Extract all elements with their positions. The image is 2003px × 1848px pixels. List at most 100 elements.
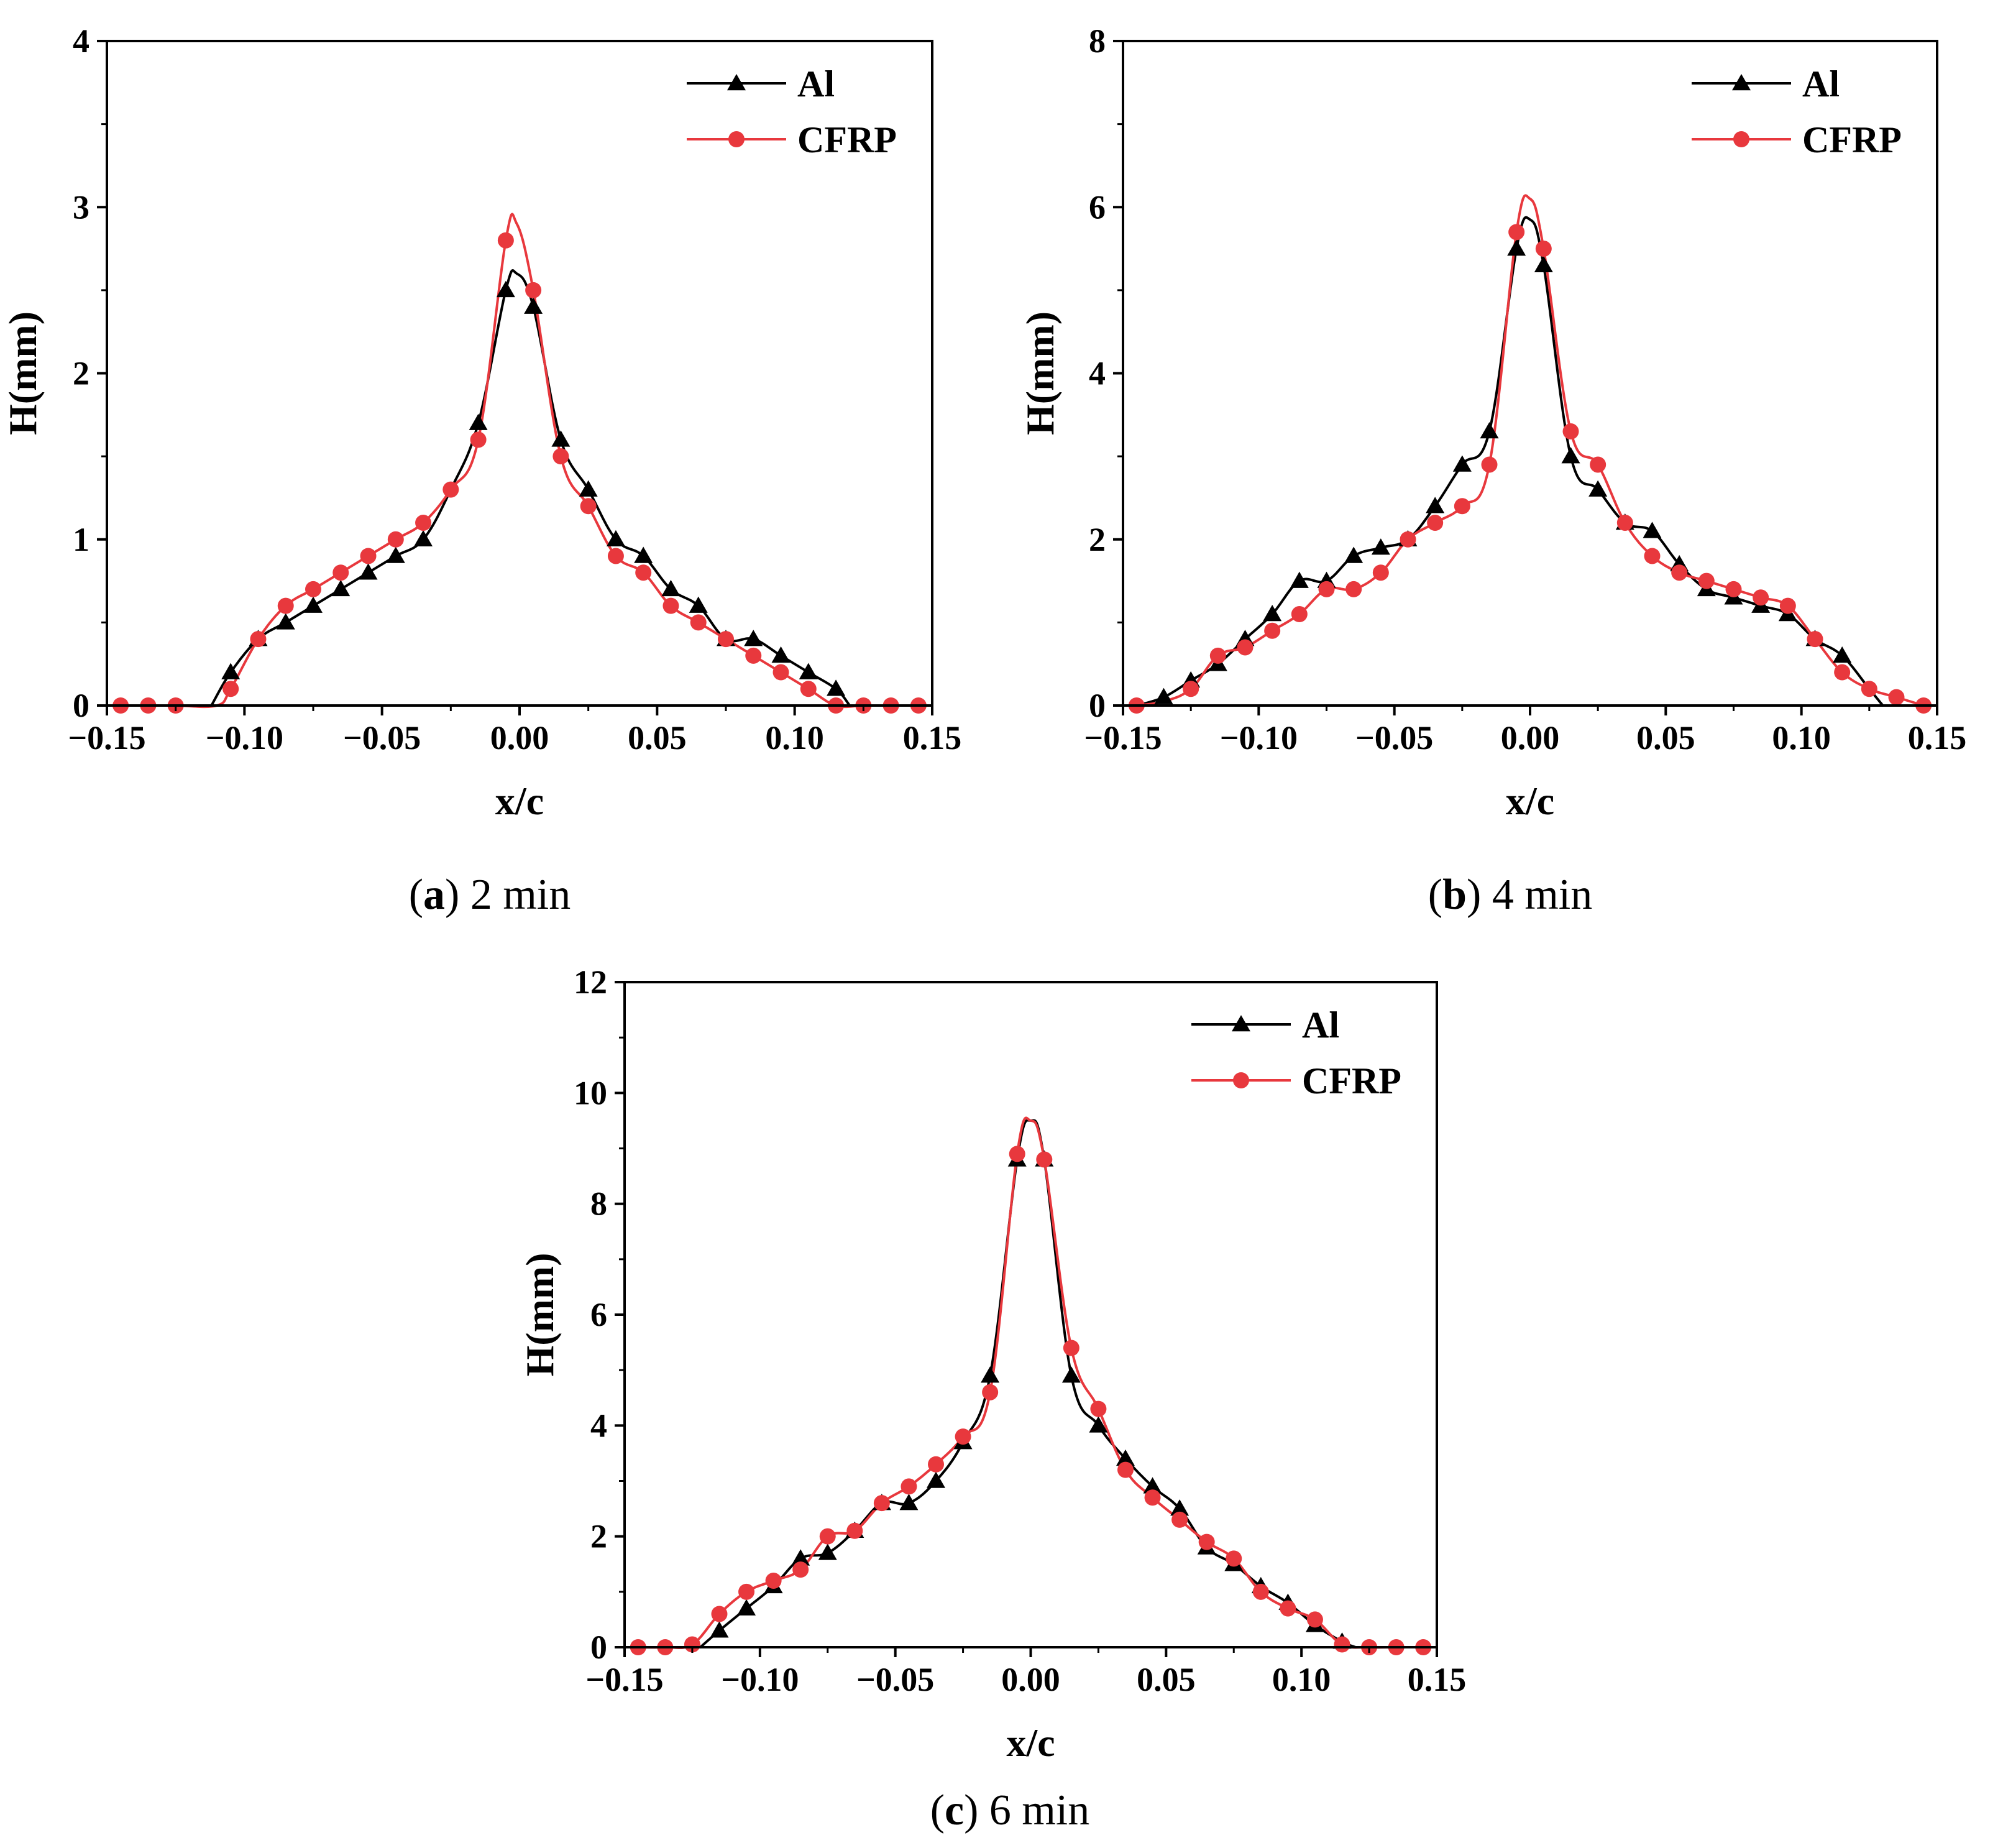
- data-point-al: [1452, 455, 1472, 472]
- data-point-cfrp: [1009, 1146, 1025, 1162]
- data-point-cfrp: [684, 1636, 700, 1653]
- x-tick-label: 0.15: [1408, 1661, 1467, 1698]
- x-tick-label: 0.05: [628, 719, 687, 756]
- data-point-al: [771, 646, 791, 663]
- data-point-al: [1154, 687, 1173, 704]
- legend: Al CFRP: [1191, 1004, 1401, 1101]
- data-point-al: [1116, 1449, 1135, 1466]
- data-point-cfrp: [360, 548, 377, 564]
- x-tick-label: 0.10: [765, 719, 824, 756]
- data-point-al: [634, 546, 653, 563]
- data-point-cfrp: [497, 232, 514, 249]
- caption-letter: a: [423, 871, 445, 919]
- series-markers-cfrp: [112, 232, 927, 714]
- legend-label-cfrp: CFRP: [1302, 1060, 1401, 1101]
- data-point-al: [1426, 497, 1445, 513]
- data-point-cfrp: [277, 597, 294, 614]
- x-tick-label: −0.05: [856, 1661, 934, 1698]
- data-point-al: [1643, 522, 1662, 538]
- data-point-al: [689, 596, 708, 613]
- y-tick-label: 12: [574, 963, 607, 1001]
- data-point-al: [744, 630, 763, 646]
- legend-marker-cfrp: [1233, 1072, 1249, 1088]
- legend-marker-al: [1232, 1015, 1250, 1032]
- data-point-cfrp: [1753, 589, 1769, 606]
- data-point-cfrp: [738, 1583, 755, 1600]
- data-point-cfrp: [1264, 622, 1281, 639]
- data-point-al: [469, 413, 488, 430]
- data-point-al: [1089, 1416, 1108, 1433]
- data-point-cfrp: [1090, 1400, 1107, 1417]
- data-point-cfrp: [222, 681, 239, 697]
- legend: Al CFRP: [687, 63, 897, 160]
- data-point-cfrp: [1144, 1489, 1161, 1506]
- y-tick-label: 2: [590, 1518, 607, 1555]
- data-point-cfrp: [819, 1528, 836, 1545]
- y-tick-label: 4: [73, 22, 89, 60]
- y-tick-label: 8: [1089, 22, 1106, 60]
- x-tick-label: 0.00: [1001, 1661, 1060, 1698]
- data-point-cfrp: [635, 564, 652, 581]
- data-point-cfrp: [718, 631, 734, 648]
- data-point-cfrp: [1291, 606, 1308, 623]
- panel-caption: (c) 6 min: [930, 1786, 1090, 1834]
- x-tick-label: −0.15: [585, 1661, 663, 1698]
- legend-marker-cfrp: [728, 131, 745, 147]
- y-tick-label: 0: [1089, 687, 1106, 724]
- x-tick-label: 0.05: [1137, 1661, 1196, 1698]
- data-point-cfrp: [552, 448, 569, 465]
- y-axis-title: H(mm): [518, 1253, 562, 1376]
- data-point-al: [524, 297, 543, 314]
- y-tick-label: 10: [574, 1074, 607, 1111]
- legend: Al CFRP: [1692, 63, 1902, 160]
- x-tick-label: 0.15: [1908, 719, 1967, 756]
- data-point-al: [1507, 239, 1526, 256]
- data-point-al: [1534, 255, 1553, 273]
- series-line-al: [1135, 216, 1884, 707]
- caption-letter: b: [1442, 871, 1467, 919]
- x-tick-label: −0.10: [1220, 719, 1298, 756]
- data-point-cfrp: [580, 498, 597, 515]
- data-point-al: [799, 663, 818, 679]
- data-point-al: [386, 546, 405, 563]
- y-axis-title: H(mm): [1018, 311, 1062, 435]
- chart-panel-b: −0.15 −0.10 −0.05 0.00 0.05 0.10 0.15 0 2 4 6 8 x/c H…: [1018, 22, 1966, 919]
- data-point-cfrp: [1345, 581, 1362, 597]
- data-point-cfrp: [1616, 515, 1633, 531]
- data-point-cfrp: [982, 1384, 999, 1400]
- data-point-al: [331, 579, 351, 597]
- data-point-al: [276, 613, 295, 630]
- series-line-cfrp: [1135, 194, 1925, 707]
- data-point-cfrp: [1508, 224, 1525, 241]
- data-point-cfrp: [1427, 515, 1444, 531]
- series-line-cfrp: [119, 213, 920, 709]
- data-point-al: [899, 1494, 919, 1510]
- y-tick-label: 4: [1089, 355, 1106, 392]
- data-point-al: [359, 563, 378, 580]
- data-point-al: [981, 1366, 1000, 1383]
- data-point-cfrp: [1861, 681, 1877, 697]
- x-axis-title: x/c: [495, 779, 544, 823]
- y-tick-label: 2: [1089, 521, 1106, 558]
- data-point-cfrp: [1644, 548, 1661, 564]
- data-point-al: [1344, 546, 1364, 563]
- x-tick-label: −0.15: [1084, 719, 1162, 756]
- data-point-cfrp: [1888, 689, 1905, 706]
- data-point-cfrp: [955, 1428, 971, 1445]
- data-point-al: [710, 1621, 729, 1638]
- x-tick-label: −0.05: [1355, 719, 1433, 756]
- chart-panel-c: −0.15 −0.10 −0.05 0.00 0.05 0.10 0.15 0 2 4 6 8 10 12…: [518, 963, 1466, 1834]
- data-point-al: [827, 679, 846, 696]
- data-point-cfrp: [1318, 581, 1335, 597]
- data-point-al: [818, 1543, 837, 1560]
- series-markers-cfrp: [1128, 224, 1932, 714]
- data-point-cfrp: [1183, 681, 1199, 697]
- data-point-cfrp: [1252, 1583, 1269, 1600]
- data-point-cfrp: [1562, 423, 1579, 440]
- data-point-cfrp: [250, 631, 267, 648]
- data-point-al: [1480, 422, 1499, 439]
- y-tick-label: 2: [73, 355, 89, 392]
- legend-label-cfrp: CFRP: [797, 119, 897, 160]
- data-point-cfrp: [1807, 631, 1823, 648]
